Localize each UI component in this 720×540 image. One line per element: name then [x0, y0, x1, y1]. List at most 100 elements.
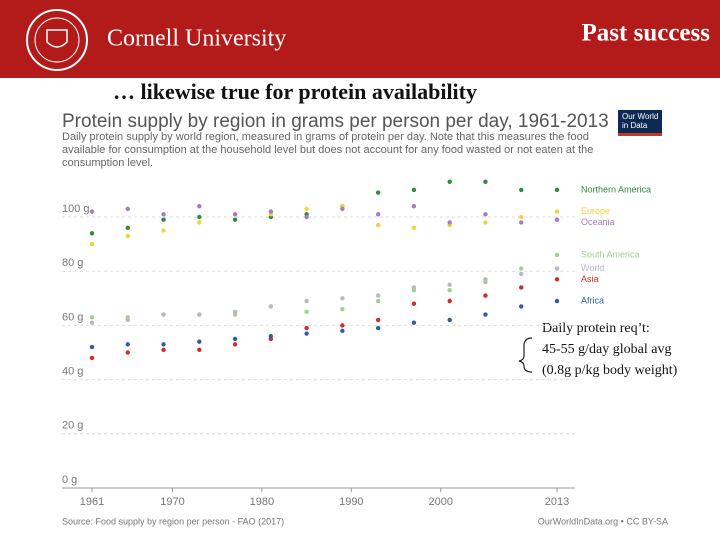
- data-point: [519, 187, 524, 193]
- data-point: [375, 298, 381, 304]
- data-point: [197, 220, 202, 225]
- data-point: [519, 271, 524, 277]
- data-point: [447, 287, 452, 293]
- data-point: [554, 209, 560, 214]
- seal-shield: [46, 29, 68, 48]
- section-title: Past success: [582, 20, 711, 47]
- data-point: [268, 209, 274, 214]
- data-point: [161, 228, 166, 233]
- data-point: [89, 344, 95, 350]
- y-tick-label: 20 g: [62, 420, 83, 432]
- data-point: [411, 187, 417, 193]
- data-point: [375, 190, 381, 195]
- data-point: [125, 350, 130, 355]
- legend-label: Northern America: [581, 184, 651, 194]
- data-point: [304, 214, 309, 220]
- data-point: [340, 206, 345, 212]
- data-point: [483, 212, 488, 217]
- data-point: [411, 225, 417, 231]
- data-point: [125, 342, 130, 347]
- data-point: [89, 355, 95, 361]
- data-point: [89, 241, 95, 247]
- data-point: [125, 233, 130, 239]
- data-point: [268, 334, 274, 339]
- data-point: [375, 325, 381, 331]
- data-point: [304, 309, 309, 315]
- legend-label: Oceania: [581, 217, 615, 227]
- data-point: [519, 285, 524, 290]
- data-point: [554, 187, 560, 193]
- data-point: [519, 214, 524, 220]
- seal: [26, 9, 88, 71]
- data-point: [447, 220, 452, 225]
- legend-label: World: [581, 263, 604, 273]
- data-point: [340, 306, 345, 312]
- logo-text: in Data: [622, 121, 648, 130]
- data-point: [125, 206, 130, 212]
- x-tick-label: 2000: [429, 496, 453, 508]
- data-point: [554, 298, 560, 304]
- data-point: [304, 325, 309, 331]
- seal-inner: [34, 17, 80, 63]
- data-point: [554, 266, 560, 271]
- data-point: [304, 331, 309, 336]
- data-point: [304, 298, 309, 304]
- data-point: [232, 336, 238, 342]
- data-point: [554, 277, 560, 282]
- data-point: [89, 320, 95, 325]
- chart-title: Protein supply by region in grams per pe…: [62, 111, 609, 132]
- data-point: [483, 220, 488, 225]
- data-point: [161, 312, 166, 317]
- legend-label: Africa: [581, 295, 604, 305]
- data-point: [483, 279, 488, 285]
- data-point: [197, 347, 202, 352]
- chart-subtitle: Daily protein supply by world region, me…: [62, 131, 594, 169]
- x-tick-label: 2013: [545, 496, 569, 508]
- x-tick-label: 1970: [160, 496, 184, 508]
- y-tick-label: 0 g: [62, 474, 77, 486]
- data-point: [89, 209, 95, 214]
- data-point: [232, 309, 238, 315]
- data-point: [161, 347, 166, 352]
- data-point: [411, 203, 417, 209]
- y-tick-label: 80 g: [62, 257, 83, 269]
- data-point: [161, 342, 166, 347]
- y-tick-label: 40 g: [62, 366, 83, 378]
- data-point: [483, 179, 488, 184]
- data-point: [447, 282, 452, 287]
- slide-subtitle: … likewise true for protein availability: [113, 79, 477, 104]
- data-point: [197, 339, 202, 344]
- legend-label: Asia: [581, 274, 599, 284]
- data-point: [161, 212, 166, 217]
- data-point: [197, 214, 202, 220]
- data-point: [197, 312, 202, 317]
- data-point: [519, 304, 524, 309]
- data-point: [125, 317, 130, 323]
- legend-label: South America: [581, 249, 640, 259]
- data-point: [447, 317, 452, 323]
- university-name: Cornell University: [107, 26, 286, 52]
- data-point: [340, 296, 345, 301]
- data-point: [411, 301, 417, 306]
- y-tick-label: 100 g: [62, 203, 90, 215]
- data-point: [197, 203, 202, 209]
- annotation: (0.8g p/kg body weight): [542, 363, 678, 378]
- source: Source: Food supply by region per person…: [62, 516, 284, 526]
- data-point: [375, 317, 381, 323]
- data-point: [161, 217, 166, 222]
- data-point: [411, 285, 417, 290]
- data-point: [375, 212, 381, 217]
- x-tick-label: 1980: [250, 496, 274, 508]
- logo-text: Our World: [622, 112, 658, 121]
- data-point: [554, 252, 560, 258]
- data-point: [89, 231, 95, 236]
- data-point: [411, 320, 417, 325]
- legend-label: Europe: [581, 206, 610, 216]
- annotation: 45-55 g/day global avg: [542, 342, 671, 357]
- data-point: [519, 266, 524, 271]
- logo-underline: [618, 133, 662, 136]
- data-point: [519, 220, 524, 225]
- data-point: [125, 225, 130, 231]
